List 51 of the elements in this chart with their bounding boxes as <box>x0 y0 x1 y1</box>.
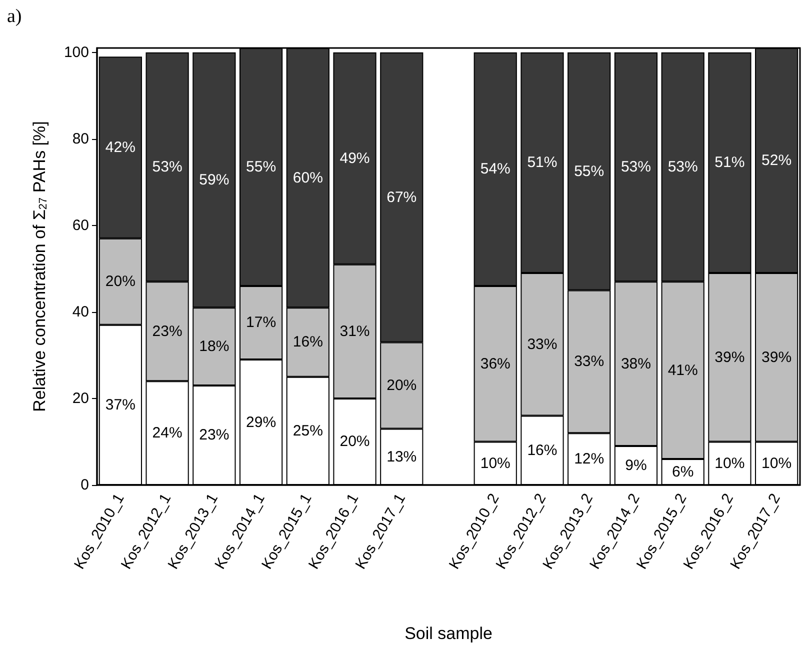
data-label: 51% <box>714 154 745 172</box>
data-label: 10% <box>714 454 745 472</box>
data-label: 13% <box>386 448 417 466</box>
data-label: 20% <box>386 376 417 394</box>
data-label: 29% <box>246 414 276 431</box>
data-label: 55% <box>246 158 276 176</box>
y-tick-label: 100 <box>64 44 89 61</box>
data-label: 16% <box>292 334 323 351</box>
data-label: 17% <box>246 314 276 332</box>
data-label: 53% <box>152 158 182 176</box>
y-tick-label: 60 <box>72 216 89 234</box>
data-label: 12% <box>574 450 604 468</box>
data-label: 39% <box>714 348 745 366</box>
chart-title: a) <box>7 6 22 27</box>
y-tick-label: 20 <box>72 390 89 407</box>
data-label: 42% <box>105 139 136 156</box>
data-label: 24% <box>152 424 182 442</box>
data-label: 53% <box>668 158 698 176</box>
data-label: 49% <box>340 150 370 167</box>
data-label: 54% <box>480 160 510 178</box>
data-label: 18% <box>199 338 230 356</box>
data-label: 10% <box>762 454 792 472</box>
data-label: 33% <box>574 353 604 370</box>
data-label: 33% <box>527 336 558 353</box>
data-label: 23% <box>152 322 182 340</box>
data-label: 31% <box>340 322 370 340</box>
data-label: 55% <box>574 162 604 180</box>
y-axis-title: Relative concentration of Σ27 PAHs [%] <box>30 121 50 412</box>
data-label: 67% <box>386 188 417 206</box>
data-label: 36% <box>480 355 510 372</box>
data-label: 51% <box>527 154 558 172</box>
data-label: 38% <box>620 355 651 372</box>
data-label: 59% <box>199 171 230 188</box>
data-label: 37% <box>105 396 136 414</box>
y-tick-label: 40 <box>72 303 89 320</box>
data-label: 52% <box>762 152 792 169</box>
data-label: 39% <box>762 348 792 366</box>
data-label: 60% <box>292 169 323 186</box>
data-label: 9% <box>625 457 647 474</box>
data-label: 20% <box>340 433 370 450</box>
data-label: 10% <box>480 454 510 472</box>
x-axis-title: Soil sample <box>404 624 492 643</box>
data-label: 25% <box>292 422 323 440</box>
y-tick-label: 0 <box>80 476 89 494</box>
data-label: 20% <box>105 273 136 290</box>
data-label: 53% <box>620 158 651 176</box>
data-label: 6% <box>672 464 694 481</box>
y-tick-label: 80 <box>72 130 89 148</box>
data-label: 23% <box>199 426 230 444</box>
data-label: 41% <box>668 362 698 379</box>
data-label: 16% <box>527 442 558 459</box>
